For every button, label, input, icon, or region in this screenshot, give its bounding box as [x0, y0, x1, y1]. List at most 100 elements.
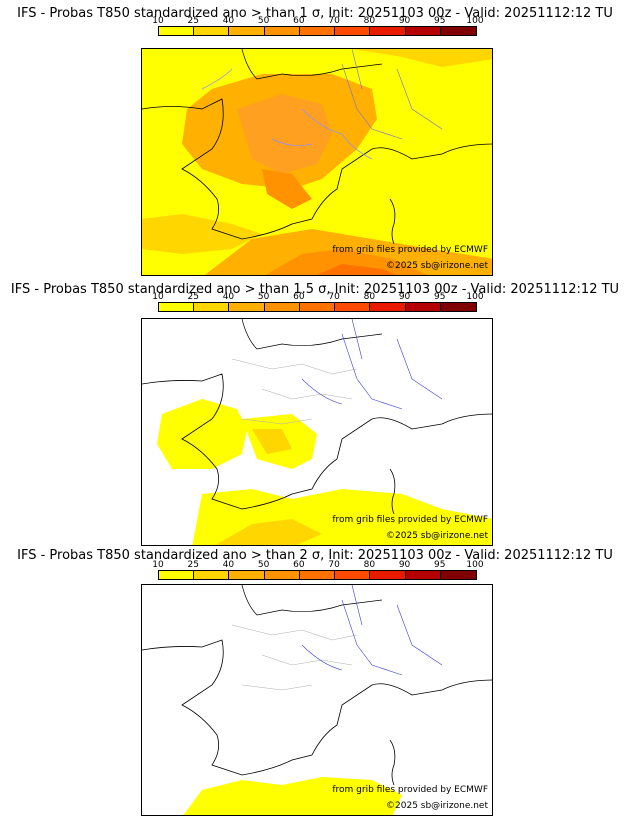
forecast-panel-2sigma: IFS - Probas T850 standardized ano > tha…: [0, 540, 630, 828]
prob-25-40-southwest: [252, 429, 292, 454]
credit-line-1: from grib files provided by ECMWF: [332, 515, 488, 525]
colorbar-tick-label: 70: [328, 560, 340, 570]
colorbar-segment: [299, 571, 336, 579]
colorbar-segment: [440, 303, 476, 311]
colorbar-segment: [264, 303, 300, 311]
colorbar-segment: [159, 303, 195, 311]
north-coast: [241, 585, 383, 616]
credit-line-2: ©2025 sb@irizone.net: [386, 801, 488, 811]
colorbar-segment: [264, 27, 300, 35]
colorbar-segment: [299, 303, 336, 311]
colorbar-tick-label: 80: [363, 560, 376, 570]
colorbar-tick-label: 40: [222, 16, 235, 26]
prob-60-70-med: [316, 264, 397, 275]
map-drawing: [142, 49, 492, 275]
prob-10-25-med: [183, 777, 402, 815]
colorbar-tick-labels: 10 25 40 50 60 70 80 90 95 100: [152, 292, 483, 302]
borders: [231, 358, 358, 425]
colorbar-segment: [159, 27, 195, 35]
colorbar-tick-label: 70: [328, 16, 340, 26]
probability-map: from grib files provided by ECMWF ©2025 …: [141, 318, 493, 546]
colorbar-segment: [194, 27, 230, 35]
colorbar-segment: [335, 571, 371, 579]
colorbar-tick-label: 100: [466, 292, 484, 302]
colorbar-segment: [229, 571, 265, 579]
prob-50-60-area: [237, 94, 332, 174]
colorbar-tick-label: 50: [257, 16, 270, 26]
colorbar-tick-label: 95: [434, 16, 446, 26]
corsica: [389, 198, 396, 245]
colorbar-tick-labels: 10 25 40 50 60 70 80 90 95 100: [152, 16, 483, 26]
colorbar-segment: [159, 571, 195, 579]
colorbar-tick-label: 95: [434, 292, 446, 302]
colorbar-segment: [405, 571, 441, 579]
colorbar-segment: [194, 303, 230, 311]
colorbar-tick-labels: 10 25 40 50 60 70 80 90 95 100: [152, 560, 483, 570]
colorbar-segment: [299, 27, 336, 35]
prob-50-60-south: [262, 169, 312, 209]
colorbar-segment: [264, 571, 300, 579]
panel-title: IFS - Probas T850 standardized ano > tha…: [10, 282, 620, 297]
colorbar: [158, 302, 477, 312]
rivers: [201, 68, 373, 160]
colorbar: [158, 570, 477, 580]
colorbar-tick-label: 70: [328, 292, 340, 302]
corsica: [389, 468, 396, 515]
corsica: [389, 739, 396, 786]
colorbar-tick-label: 10: [152, 292, 164, 302]
colorbar-tick-label: 60: [293, 292, 305, 302]
prob-25-40-area: [142, 49, 492, 67]
rivers: [301, 319, 443, 410]
colorbar-tick-label: 60: [293, 16, 305, 26]
colorbar-tick-label: 40: [222, 292, 235, 302]
credit-line-1: from grib files provided by ECMWF: [332, 785, 488, 795]
colorbar-segment: [335, 27, 371, 35]
colorbar-tick-label: 100: [466, 560, 484, 570]
colorbar-segment: [370, 571, 406, 579]
north-coast: [241, 49, 383, 80]
colorbar-tick-label: 40: [222, 560, 235, 570]
colorbar-tick-label: 10: [152, 16, 164, 26]
prob-50-60-med: [265, 249, 428, 275]
coastline: [142, 639, 492, 776]
map-drawing: [142, 319, 492, 545]
colorbar-tick-label: 80: [363, 16, 376, 26]
colorbar-segment: [229, 303, 265, 311]
colorbar: [158, 26, 477, 36]
credit-line-1: from grib files provided by ECMWF: [332, 245, 488, 255]
colorbar-tick-label: 80: [363, 292, 376, 302]
panel-title: IFS - Probas T850 standardized ano > tha…: [17, 6, 613, 21]
credit-line-2: ©2025 sb@irizone.net: [386, 261, 488, 271]
prob-10-25-bay-of-biscay: [157, 399, 247, 469]
rivers-east: [341, 49, 443, 140]
colorbar-segment: [440, 571, 476, 579]
colorbar-segment: [440, 27, 476, 35]
colorbar-tick-label: 50: [257, 560, 270, 570]
colorbar-segment: [335, 303, 371, 311]
credit-line-2: ©2025 sb@irizone.net: [386, 531, 488, 541]
colorbar-tick-label: 10: [152, 560, 164, 570]
north-coast: [241, 319, 383, 350]
forecast-panel-1sigma: IFS - Probas T850 standardized ano > tha…: [0, 0, 630, 278]
colorbar-segment: [194, 571, 230, 579]
rivers: [301, 585, 443, 676]
colorbar-segment: [405, 27, 441, 35]
colorbar-segment: [370, 27, 406, 35]
colorbar-tick-label: 100: [466, 16, 484, 26]
colorbar-tick-label: 90: [398, 292, 411, 302]
prob-25-40-med: [215, 519, 322, 545]
colorbar-segment: [229, 27, 265, 35]
colorbar-tick-label: 95: [434, 560, 446, 570]
forecast-panel-1p5sigma: IFS - Probas T850 standardized ano > tha…: [0, 270, 630, 548]
colorbar-segment: [370, 303, 406, 311]
coastline: [142, 373, 492, 510]
colorbar-tick-label: 25: [187, 292, 199, 302]
borders: [231, 624, 358, 691]
colorbar-tick-label: 90: [398, 560, 411, 570]
coastline: [142, 98, 492, 240]
map-drawing: [142, 585, 492, 815]
colorbar-tick-label: 50: [257, 292, 270, 302]
colorbar-segment: [405, 303, 441, 311]
colorbar-tick-label: 60: [293, 560, 305, 570]
colorbar-tick-label: 90: [398, 16, 411, 26]
